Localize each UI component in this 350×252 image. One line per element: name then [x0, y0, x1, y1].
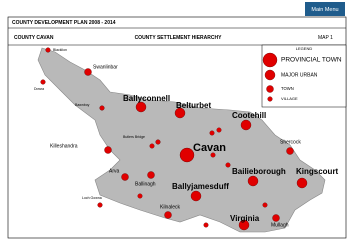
village-dot [210, 152, 216, 158]
settlement-dot [240, 119, 252, 131]
settlement-label: Bailieborough [232, 167, 286, 176]
main-menu-label[interactable]: Main Menu [311, 7, 338, 13]
settlement-dot [155, 139, 161, 145]
settlement-label: Ballyjamesduff [172, 182, 229, 191]
settlement-dot [104, 146, 112, 154]
legend-symbol [267, 96, 273, 102]
legend-symbol [262, 52, 278, 68]
settlement-label: Ballinagh [135, 181, 156, 187]
settlement-dot [272, 214, 280, 222]
header-map-id: MAP 1 [318, 35, 333, 41]
legend-label: MAJOR URBAN [281, 72, 318, 78]
settlement-label: Butlers Bridge [123, 135, 145, 139]
legend-symbol [266, 85, 274, 93]
settlement-label: Shercock [280, 139, 301, 145]
settlement-dot [179, 147, 195, 163]
settlement-label: Cavan [193, 142, 226, 154]
settlement-dot [147, 171, 155, 179]
village-dot [149, 143, 155, 149]
village-dot [137, 193, 143, 199]
settlement-dot [286, 147, 294, 155]
legend: PROVINCIAL TOWN MAJOR URBAN TOWN VILLAGE [262, 52, 342, 102]
settlement-label: Ballyconnell [123, 94, 170, 103]
places: Blacklion Dowra Swanlinbar Ballyconnell Belt… [34, 47, 339, 231]
legend-label: PROVINCIAL TOWN [281, 57, 342, 64]
settlement-label: Virginia [230, 214, 260, 223]
legend-label: VILLAGE [281, 96, 298, 101]
legend-label: TOWN [281, 86, 294, 91]
settlement-label: Arva [109, 168, 120, 174]
village-dot [262, 202, 268, 208]
settlement-label: Bawnboy [75, 103, 90, 107]
settlement-label: Kingscourt [296, 167, 339, 176]
settlement-label: Cootehill [232, 111, 266, 120]
header-subtitle: COUNTY SETTLEMENT HIERARCHY [135, 35, 223, 41]
main-menu-button[interactable] [305, 2, 345, 16]
settlement-dot [45, 47, 51, 53]
header-county: COUNTY CAVAN [14, 35, 54, 41]
settlement-label: Belturbet [176, 101, 211, 110]
village-dot [216, 127, 222, 133]
settlement-dot [97, 202, 103, 208]
settlement-dot [296, 177, 308, 189]
legend-symbol [264, 69, 276, 81]
header-title: COUNTY DEVELOPMENT PLAN 2008 - 2014 [12, 20, 116, 26]
village-dot [225, 162, 231, 168]
settlement-label: Kilnaleck [160, 204, 181, 210]
settlement-label: Killeshandra [50, 143, 78, 149]
settlement-label: Dowra [34, 87, 44, 91]
settlement-dot [135, 101, 147, 113]
settlement-dot [99, 105, 105, 111]
settlement-label: Swanlinbar [93, 64, 118, 70]
settlement-dot [247, 175, 259, 187]
settlement-dot [238, 219, 250, 231]
settlement-dot [121, 173, 129, 181]
settlement-dot [190, 190, 202, 202]
legend-box [261, 44, 347, 108]
frame [7, 16, 347, 239]
settlement-dot [84, 68, 92, 76]
village-dot [203, 222, 209, 228]
settlement-dot [174, 107, 186, 119]
settlement-label: Mullagh [271, 222, 289, 228]
legend-title: LEGEND [296, 46, 313, 51]
settlement-dot [164, 211, 172, 219]
village-dot [209, 130, 215, 136]
settlement-dot [40, 79, 46, 85]
settlement-label: Blacklion [53, 48, 67, 52]
settlement-label: Loch Gowna [82, 196, 102, 200]
